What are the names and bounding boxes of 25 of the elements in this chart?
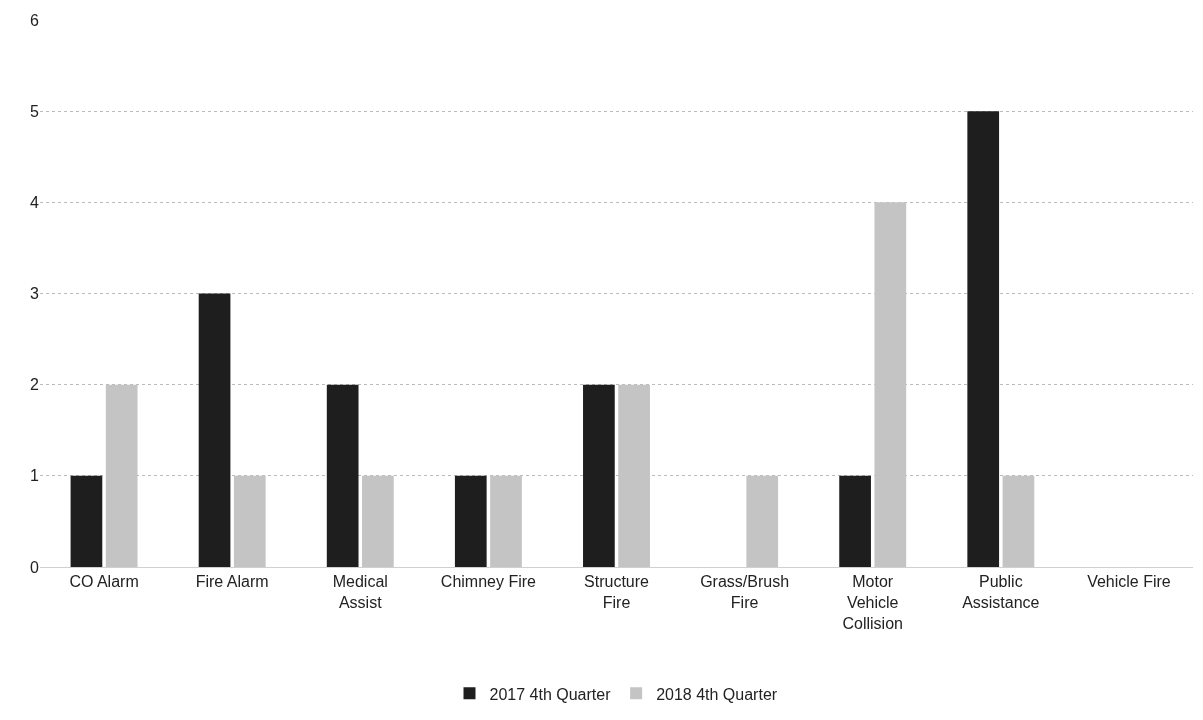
y-tick-label: 3: [30, 285, 40, 303]
x-tick-label: Public Assistance: [962, 573, 1040, 611]
x-tick-label: Fire Alarm: [195, 573, 269, 591]
x-tick-label: Vehicle Fire: [1087, 573, 1171, 591]
bar: [583, 384, 615, 567]
x-tick-label: CO Alarm: [69, 573, 139, 591]
y-tick-label: 1: [30, 467, 40, 485]
x-tick-label: Grass/Brush Fire: [700, 573, 790, 611]
y-tick-label: 2: [30, 376, 40, 394]
x-tick-label: Chimney Fire: [440, 573, 537, 591]
y-tick-label: 6: [30, 11, 40, 29]
bar: [454, 475, 487, 567]
bar: [967, 111, 1000, 567]
bar: [198, 293, 231, 567]
bar: [839, 475, 871, 567]
legend-label: 2018 4th Quarter: [656, 685, 778, 703]
y-tick-label: 5: [30, 102, 40, 120]
y-tick-label: 4: [30, 193, 40, 211]
bar: [70, 475, 103, 567]
bar: [326, 384, 359, 567]
legend-label: 2017 4th Quarter: [489, 685, 612, 703]
x-tick-label: Medical Assist: [332, 573, 388, 611]
x-tick-label: Structure Fire: [584, 573, 650, 611]
y-tick-label: 0: [30, 558, 40, 576]
x-tick-label: Motor Vehicle Collision: [842, 573, 903, 632]
